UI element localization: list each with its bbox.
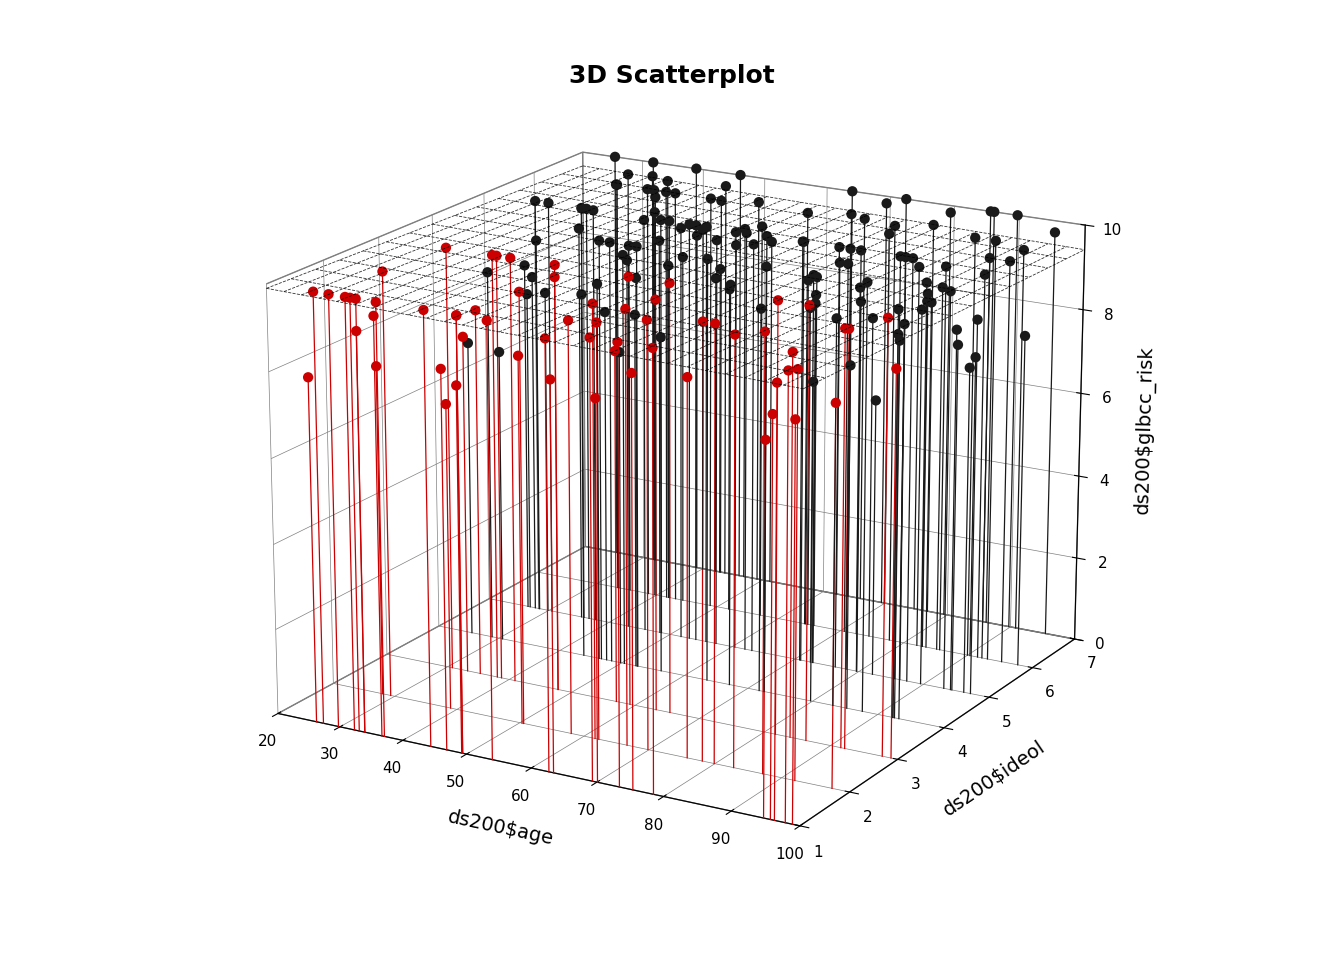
- Y-axis label: ds200$ideol: ds200$ideol: [939, 737, 1050, 820]
- X-axis label: ds200$age: ds200$age: [446, 807, 555, 849]
- Title: 3D Scatterplot: 3D Scatterplot: [569, 64, 775, 88]
